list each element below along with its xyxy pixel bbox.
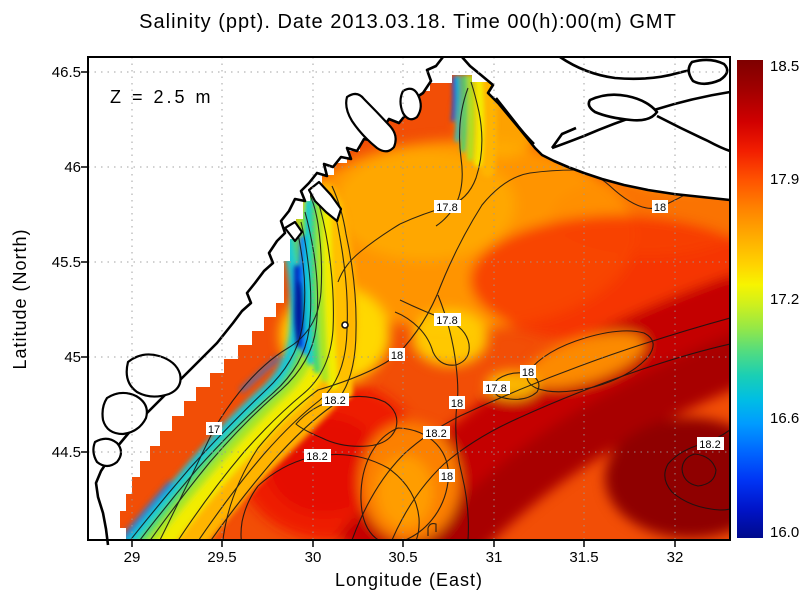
coastline-northeast [461, 56, 731, 202]
x-tick-label: 32 [667, 549, 684, 566]
contour-label: 18.2 [697, 437, 724, 451]
plot-frame [87, 56, 731, 541]
contour-label: 18.2 [304, 449, 331, 463]
contour-label: 17.8 [434, 313, 461, 327]
contour-label: 18 [652, 200, 668, 214]
x-tick-label: 31 [486, 549, 503, 566]
contour-label: 17 [206, 422, 222, 436]
x-tick-label: 30 [305, 549, 322, 566]
contour-label: 18 [520, 365, 536, 379]
y-tick-label: 45.5 [52, 254, 81, 271]
contour-label: 18.2 [423, 426, 450, 440]
estuary-details [494, 55, 731, 153]
contour-label-text: 17.8 [436, 315, 457, 327]
axis-ticks [81, 71, 676, 547]
y-tick-label: 46.5 [52, 64, 81, 81]
colorbar-tick-label: 16.0 [770, 524, 799, 541]
contour-label-text: 18.2 [306, 451, 327, 463]
contour-label-text: 18 [391, 350, 403, 362]
contour-label: 18 [449, 396, 465, 410]
contour-label: 18 [439, 469, 455, 483]
depth-annotation: Z = 2.5 m [110, 87, 214, 107]
y-axis-label: Latitude (North) [10, 228, 30, 369]
contour-label: 18 [389, 348, 405, 362]
x-tick-label: 29 [124, 549, 141, 566]
grid-lines [88, 57, 730, 540]
plot-title: Salinity (ppt). Date 2013.03.18. Time 00… [139, 11, 677, 33]
contour-label-text: 18.2 [425, 428, 446, 440]
contour-value-labels: 17.8 18 17.8 18 18 17.8 18.2 18 17 18.2 … [206, 200, 724, 483]
y-tick-label: 46 [64, 159, 81, 176]
contour-label-text: 18 [451, 398, 463, 410]
land-northeast-fill [462, 57, 730, 200]
colorbar: 18.5 17.9 17.2 16.6 16.0 [737, 58, 799, 541]
contour-label-text: 17 [208, 424, 220, 436]
contour-label: 17.8 [434, 200, 461, 214]
coastal-lagoons [92, 87, 422, 468]
colorbar-tick-label: 18.5 [770, 58, 799, 75]
colorbar-tick-label: 17.9 [770, 171, 799, 188]
contour-label-text: 17.8 [436, 202, 457, 214]
contour-label-text: 18 [441, 471, 453, 483]
land-coastline [88, 55, 731, 546]
contour-label: 17.8 [483, 381, 510, 395]
contour-label-text: 18 [654, 202, 666, 214]
y-tick-labels: 46.5 46 45.5 45 44.5 [52, 64, 81, 461]
colorbar-tick-label: 17.2 [770, 291, 799, 308]
x-tick-labels: 29 29.5 30 30.5 31 31.5 32 [124, 549, 684, 566]
y-tick-label: 45 [64, 349, 81, 366]
contour-label-text: 18.2 [699, 439, 720, 451]
contour-label-text: 18.2 [324, 395, 345, 407]
contour-label-text: 18 [522, 367, 534, 379]
x-tick-label: 30.5 [388, 549, 417, 566]
contour-lines [120, 81, 730, 540]
x-axis-label: Longitude (East) [335, 570, 483, 590]
land-west-fill [88, 57, 443, 545]
y-tick-label: 44.5 [52, 444, 81, 461]
station-marker [341, 321, 349, 329]
colorbar-gradient [737, 60, 763, 538]
x-tick-label: 29.5 [207, 549, 236, 566]
colorbar-tick-label: 16.6 [770, 410, 799, 427]
contour-label: 18.2 [322, 393, 349, 407]
x-tick-label: 31.5 [569, 549, 598, 566]
contour-label-text: 17.8 [485, 383, 506, 395]
